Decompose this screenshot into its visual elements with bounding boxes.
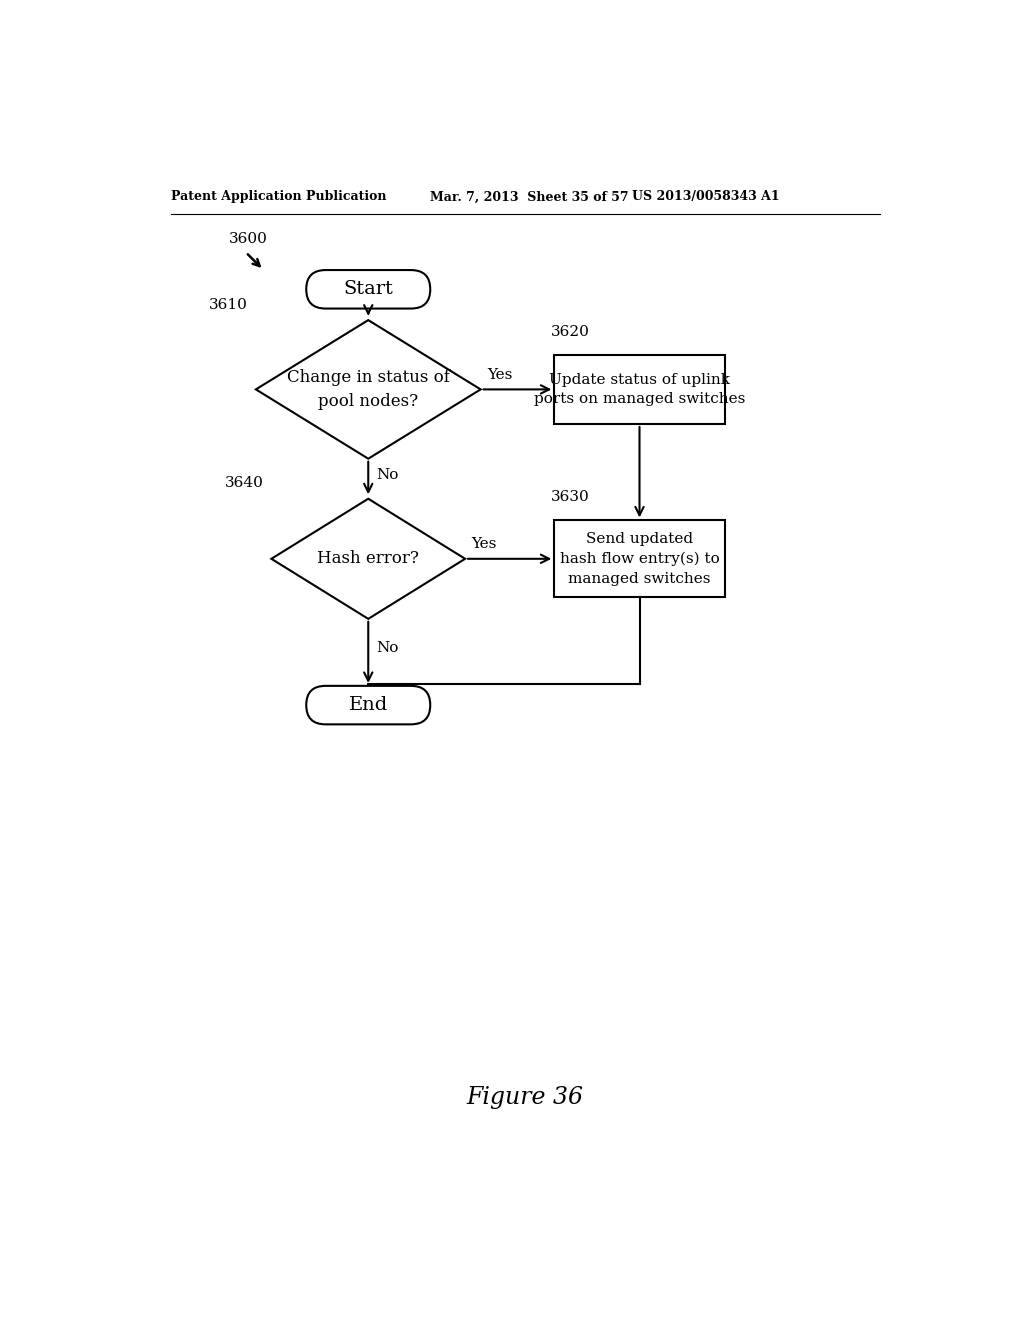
Text: End: End [348, 696, 388, 714]
Text: Figure 36: Figure 36 [466, 1086, 584, 1109]
FancyBboxPatch shape [306, 271, 430, 309]
Text: Start: Start [343, 280, 393, 298]
Text: Update status of uplink
ports on managed switches: Update status of uplink ports on managed… [534, 372, 745, 407]
Text: Patent Application Publication: Patent Application Publication [171, 190, 386, 203]
Polygon shape [256, 321, 480, 459]
Text: 3640: 3640 [224, 477, 263, 490]
Text: 3620: 3620 [550, 325, 589, 338]
Text: Change in status of
pool nodes?: Change in status of pool nodes? [287, 370, 450, 409]
Polygon shape [271, 499, 465, 619]
Bar [554, 355, 725, 424]
Bar [554, 520, 725, 598]
Text: No: No [376, 642, 398, 655]
Text: Send updated
hash flow entry(s) to
managed switches: Send updated hash flow entry(s) to manag… [560, 532, 720, 586]
Text: Hash error?: Hash error? [317, 550, 419, 568]
Text: Yes: Yes [486, 368, 512, 381]
Text: 3610: 3610 [209, 297, 248, 312]
Text: US 2013/0058343 A1: US 2013/0058343 A1 [632, 190, 779, 203]
Text: Mar. 7, 2013  Sheet 35 of 57: Mar. 7, 2013 Sheet 35 of 57 [430, 190, 629, 203]
FancyBboxPatch shape [306, 686, 430, 725]
Text: 3630: 3630 [550, 490, 589, 504]
Text: Yes: Yes [471, 537, 497, 550]
Text: 3600: 3600 [228, 232, 267, 246]
Text: No: No [376, 467, 398, 482]
